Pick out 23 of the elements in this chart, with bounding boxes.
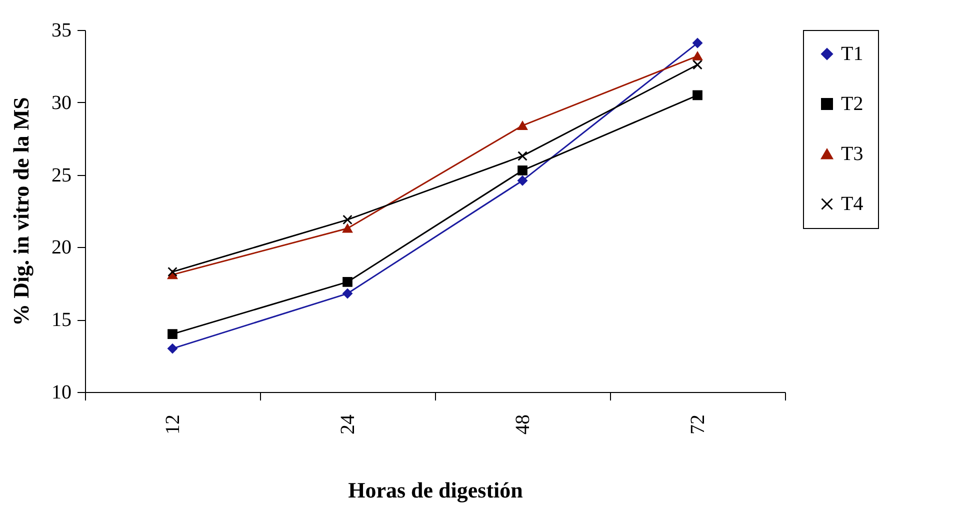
y-tick-label: 30 [52, 92, 72, 114]
point [342, 214, 352, 225]
legend-label: T2 [841, 93, 864, 115]
x-tick-label: 12 [162, 414, 184, 434]
x-tick-label: 48 [512, 414, 534, 434]
y-tick-label: 35 [52, 20, 72, 42]
y-tick-label: 15 [52, 309, 72, 332]
point [518, 176, 528, 186]
point [692, 60, 702, 70]
legend-label: T1 [841, 43, 864, 65]
point [518, 151, 528, 161]
y-tick-label: 10 [52, 382, 72, 404]
legend-label: T4 [841, 193, 864, 215]
point [692, 90, 702, 100]
y-axis-title: % Dig. in vitro de la MS [8, 97, 34, 326]
x-tick-label: 24 [337, 414, 359, 434]
x-axis-title: Horas de digestión [348, 478, 523, 502]
y-tick-label: 20 [52, 236, 72, 259]
point [168, 266, 178, 277]
y-tick-label: 25 [52, 164, 72, 186]
point [168, 329, 178, 340]
legend-label: T3 [841, 143, 864, 165]
x-tick-label: 72 [687, 414, 709, 434]
